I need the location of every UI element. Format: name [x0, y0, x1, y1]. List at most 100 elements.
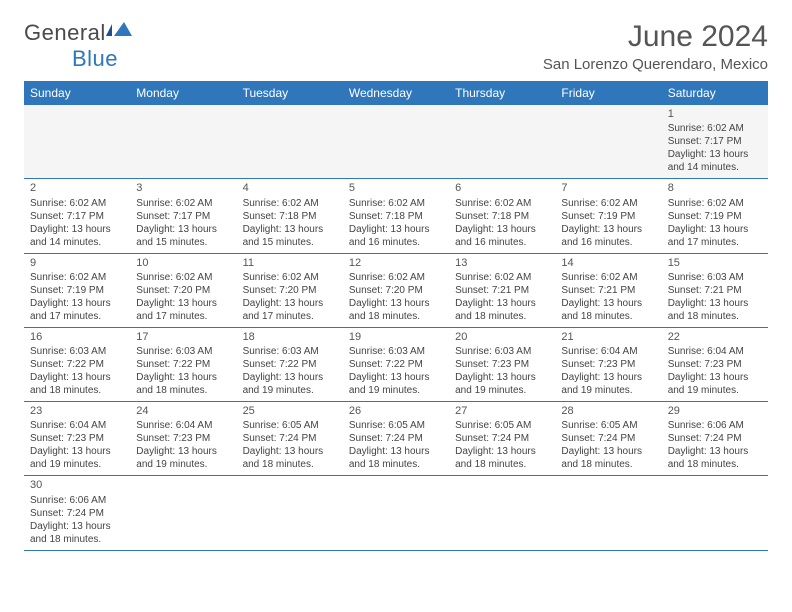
calendar-table: SundayMondayTuesdayWednesdayThursdayFrid… — [24, 81, 768, 551]
calendar-day-cell: 20Sunrise: 6:03 AMSunset: 7:23 PMDayligh… — [449, 327, 555, 401]
header: GeneralBlue June 2024 San Lorenzo Queren… — [24, 20, 768, 73]
calendar-empty-cell — [237, 105, 343, 179]
sunset-line: Sunset: 7:20 PM — [349, 284, 443, 297]
sunset-line: Sunset: 7:18 PM — [349, 210, 443, 223]
sunrise-line: Sunrise: 6:02 AM — [30, 271, 124, 284]
calendar-day-cell: 12Sunrise: 6:02 AMSunset: 7:20 PMDayligh… — [343, 253, 449, 327]
logo-word-general: General — [24, 20, 106, 45]
sunset-line: Sunset: 7:17 PM — [136, 210, 230, 223]
day-number: 25 — [243, 404, 337, 418]
sunrise-line: Sunrise: 6:03 AM — [455, 345, 549, 358]
day-header: Sunday — [24, 81, 130, 105]
daylight-line: Daylight: 13 hours and 19 minutes. — [30, 445, 124, 471]
sunset-line: Sunset: 7:24 PM — [561, 432, 655, 445]
day-number: 29 — [668, 404, 762, 418]
daylight-line: Daylight: 13 hours and 18 minutes. — [561, 445, 655, 471]
sunrise-line: Sunrise: 6:03 AM — [30, 345, 124, 358]
sunrise-line: Sunrise: 6:02 AM — [455, 271, 549, 284]
sunset-line: Sunset: 7:19 PM — [668, 210, 762, 223]
sunrise-line: Sunrise: 6:05 AM — [561, 419, 655, 432]
calendar-week-row: 23Sunrise: 6:04 AMSunset: 7:23 PMDayligh… — [24, 402, 768, 476]
daylight-line: Daylight: 13 hours and 17 minutes. — [136, 297, 230, 323]
sunrise-line: Sunrise: 6:04 AM — [136, 419, 230, 432]
sunrise-line: Sunrise: 6:04 AM — [30, 419, 124, 432]
sunset-line: Sunset: 7:18 PM — [243, 210, 337, 223]
calendar-day-cell: 3Sunrise: 6:02 AMSunset: 7:17 PMDaylight… — [130, 179, 236, 253]
day-number: 7 — [561, 181, 655, 195]
calendar-day-cell: 5Sunrise: 6:02 AMSunset: 7:18 PMDaylight… — [343, 179, 449, 253]
calendar-empty-cell — [343, 105, 449, 179]
daylight-line: Daylight: 13 hours and 18 minutes. — [349, 297, 443, 323]
calendar-day-cell: 30Sunrise: 6:06 AMSunset: 7:24 PMDayligh… — [24, 476, 130, 550]
calendar-week-row: 9Sunrise: 6:02 AMSunset: 7:19 PMDaylight… — [24, 253, 768, 327]
sunrise-line: Sunrise: 6:02 AM — [561, 271, 655, 284]
calendar-week-row: 1Sunrise: 6:02 AMSunset: 7:17 PMDaylight… — [24, 105, 768, 179]
sunset-line: Sunset: 7:24 PM — [668, 432, 762, 445]
calendar-week-row: 2Sunrise: 6:02 AMSunset: 7:17 PMDaylight… — [24, 179, 768, 253]
day-number: 3 — [136, 181, 230, 195]
calendar-empty-cell — [130, 476, 236, 550]
calendar-day-cell: 15Sunrise: 6:03 AMSunset: 7:21 PMDayligh… — [662, 253, 768, 327]
calendar-empty-cell — [449, 105, 555, 179]
day-number: 2 — [30, 181, 124, 195]
calendar-day-cell: 29Sunrise: 6:06 AMSunset: 7:24 PMDayligh… — [662, 402, 768, 476]
sunrise-line: Sunrise: 6:06 AM — [30, 494, 124, 507]
location: San Lorenzo Querendaro, Mexico — [543, 56, 768, 73]
day-number: 15 — [668, 256, 762, 270]
day-number: 22 — [668, 330, 762, 344]
day-header: Monday — [130, 81, 236, 105]
sunset-line: Sunset: 7:21 PM — [561, 284, 655, 297]
daylight-line: Daylight: 13 hours and 18 minutes. — [561, 297, 655, 323]
day-header-row: SundayMondayTuesdayWednesdayThursdayFrid… — [24, 81, 768, 105]
sunset-line: Sunset: 7:17 PM — [30, 210, 124, 223]
day-number: 1 — [668, 107, 762, 121]
calendar-day-cell: 4Sunrise: 6:02 AMSunset: 7:18 PMDaylight… — [237, 179, 343, 253]
day-number: 5 — [349, 181, 443, 195]
sunset-line: Sunset: 7:19 PM — [30, 284, 124, 297]
day-header: Wednesday — [343, 81, 449, 105]
daylight-line: Daylight: 13 hours and 18 minutes. — [668, 445, 762, 471]
sunrise-line: Sunrise: 6:02 AM — [561, 197, 655, 210]
day-number: 17 — [136, 330, 230, 344]
day-header: Saturday — [662, 81, 768, 105]
sunrise-line: Sunrise: 6:03 AM — [668, 271, 762, 284]
calendar-day-cell: 6Sunrise: 6:02 AMSunset: 7:18 PMDaylight… — [449, 179, 555, 253]
calendar-empty-cell — [555, 476, 661, 550]
daylight-line: Daylight: 13 hours and 18 minutes. — [668, 297, 762, 323]
sunrise-line: Sunrise: 6:02 AM — [243, 197, 337, 210]
sunset-line: Sunset: 7:22 PM — [349, 358, 443, 371]
sunset-line: Sunset: 7:23 PM — [30, 432, 124, 445]
logo-text: GeneralBlue — [24, 20, 132, 72]
day-number: 23 — [30, 404, 124, 418]
sunrise-line: Sunrise: 6:02 AM — [455, 197, 549, 210]
calendar-empty-cell — [449, 476, 555, 550]
calendar-day-cell: 26Sunrise: 6:05 AMSunset: 7:24 PMDayligh… — [343, 402, 449, 476]
sunset-line: Sunset: 7:24 PM — [349, 432, 443, 445]
calendar-week-row: 30Sunrise: 6:06 AMSunset: 7:24 PMDayligh… — [24, 476, 768, 550]
day-number: 30 — [30, 478, 124, 492]
sunset-line: Sunset: 7:18 PM — [455, 210, 549, 223]
daylight-line: Daylight: 13 hours and 19 minutes. — [455, 371, 549, 397]
calendar-day-cell: 8Sunrise: 6:02 AMSunset: 7:19 PMDaylight… — [662, 179, 768, 253]
sunset-line: Sunset: 7:22 PM — [243, 358, 337, 371]
day-number: 8 — [668, 181, 762, 195]
daylight-line: Daylight: 13 hours and 14 minutes. — [30, 223, 124, 249]
calendar-day-cell: 7Sunrise: 6:02 AMSunset: 7:19 PMDaylight… — [555, 179, 661, 253]
daylight-line: Daylight: 13 hours and 16 minutes. — [349, 223, 443, 249]
day-number: 10 — [136, 256, 230, 270]
daylight-line: Daylight: 13 hours and 16 minutes. — [561, 223, 655, 249]
sunset-line: Sunset: 7:20 PM — [136, 284, 230, 297]
calendar-head: SundayMondayTuesdayWednesdayThursdayFrid… — [24, 81, 768, 105]
sunset-line: Sunset: 7:23 PM — [668, 358, 762, 371]
sunrise-line: Sunrise: 6:02 AM — [243, 271, 337, 284]
daylight-line: Daylight: 13 hours and 14 minutes. — [668, 148, 762, 174]
day-number: 11 — [243, 256, 337, 270]
calendar-day-cell: 14Sunrise: 6:02 AMSunset: 7:21 PMDayligh… — [555, 253, 661, 327]
day-number: 12 — [349, 256, 443, 270]
sunset-line: Sunset: 7:17 PM — [668, 135, 762, 148]
logo: GeneralBlue — [24, 20, 132, 72]
calendar-empty-cell — [24, 105, 130, 179]
day-number: 6 — [455, 181, 549, 195]
calendar-empty-cell — [662, 476, 768, 550]
calendar-body: 1Sunrise: 6:02 AMSunset: 7:17 PMDaylight… — [24, 105, 768, 550]
